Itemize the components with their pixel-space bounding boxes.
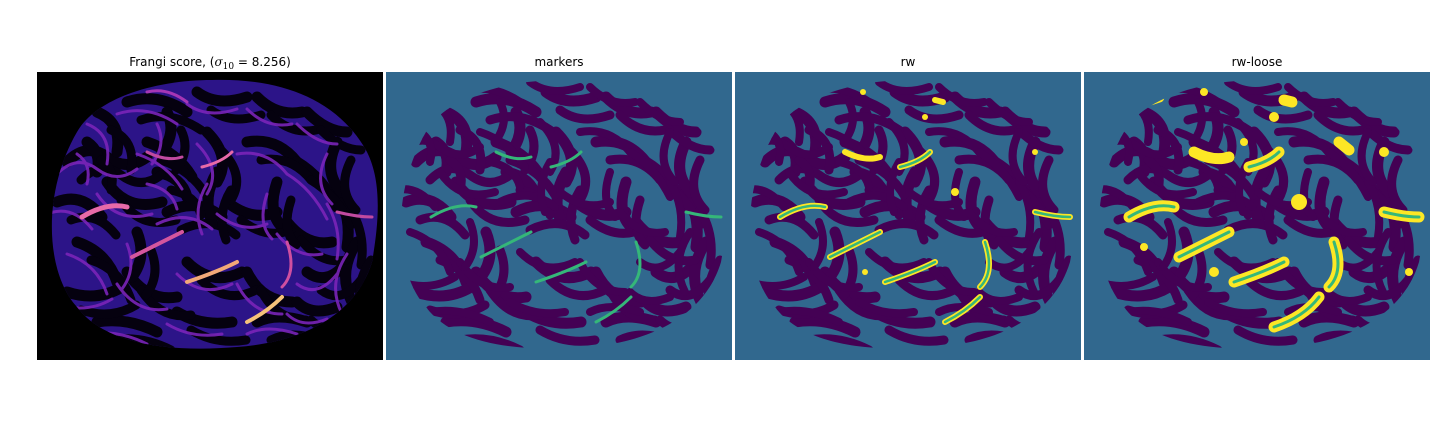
frangi-title-suffix: = 8.256) (234, 55, 291, 69)
frangi-title-prefix: Frangi score, ( (129, 55, 215, 69)
rw-loose-image (1084, 72, 1430, 360)
rw-canvas (735, 72, 1081, 360)
rw-loose-canvas (1084, 72, 1430, 360)
markers-panel-title: markers (534, 55, 584, 69)
markers-image (386, 72, 732, 360)
rw-panel-title: rw (900, 55, 916, 69)
markers-canvas (386, 72, 732, 360)
rw-image (735, 72, 1081, 360)
frangi-score-canvas (37, 72, 383, 360)
frangi-title-sigma: σ10 (214, 55, 235, 72)
rw-loose-panel-title: rw-loose (1231, 55, 1283, 69)
frangi-panel-title: Frangi score, (σ10 = 8.256) (37, 54, 383, 72)
frangi-score-image (37, 72, 383, 360)
